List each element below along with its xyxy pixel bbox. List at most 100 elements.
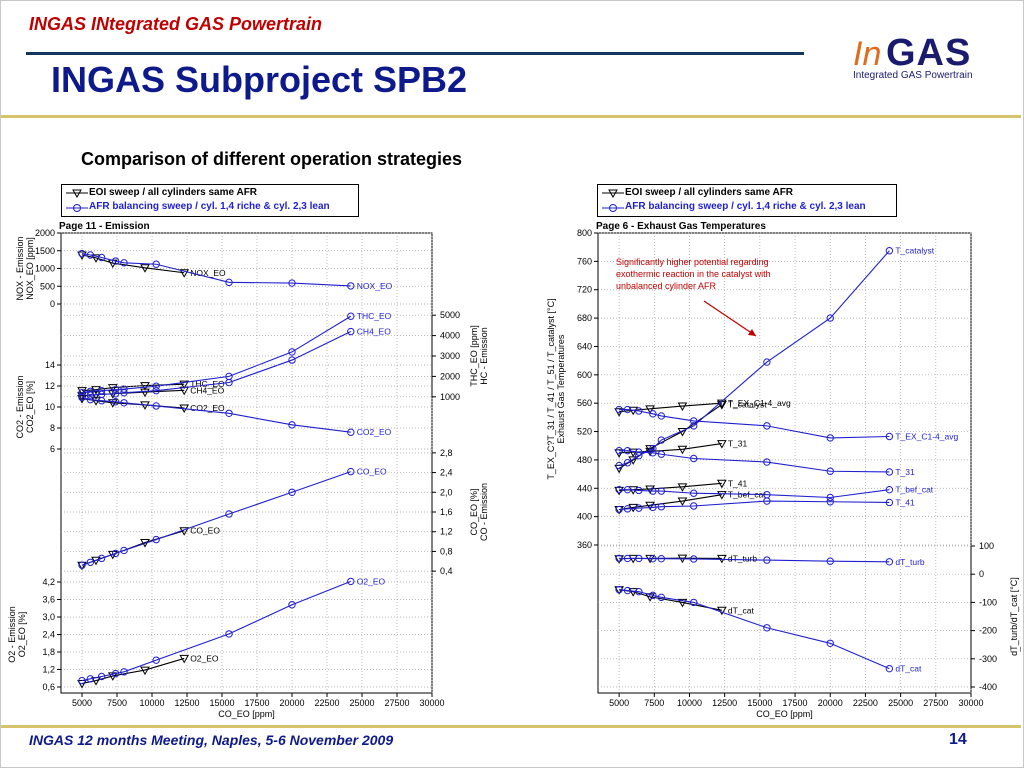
series-line: [81, 253, 351, 287]
page-title: INGAS Subproject SPB2: [51, 59, 468, 100]
y-tick-label: 1,2: [42, 665, 55, 675]
x-tick-label: 22500: [314, 698, 339, 708]
slide-subtitle: Comparison of different operation strate…: [81, 149, 463, 169]
y-tick-label: 1000: [35, 264, 55, 274]
x-tick-label: 25000: [349, 698, 374, 708]
data-point: [86, 391, 95, 399]
series-line: [81, 331, 352, 397]
legend-afr-swatch: [602, 204, 624, 212]
y-tick-label: 0: [50, 299, 55, 309]
y-axis-label: CO_EO [%]: [469, 488, 479, 535]
y-tick-label: 5000: [440, 310, 460, 320]
data-point: [140, 666, 150, 676]
y-tick-label: 3000: [440, 351, 460, 361]
series-label: NOX_EO: [190, 268, 226, 278]
data-point: [111, 385, 120, 394]
series-label: CO2_EO: [357, 427, 392, 437]
legend-afr-label: AFR balancing sweep / cyl. 1,4 riche & c…: [89, 201, 330, 212]
data-point: [347, 467, 355, 476]
series-line: [81, 254, 185, 274]
banner-underline: [26, 52, 804, 55]
data-point: [97, 253, 106, 262]
data-point: [97, 397, 106, 405]
series-line: [81, 397, 351, 433]
data-point: [120, 668, 128, 676]
y-axis-label: CO - Emission: [479, 483, 489, 541]
legend-item-eoi: EOI sweep / all cylinders same AFR: [598, 187, 896, 200]
y-tick-label: 6: [50, 444, 55, 454]
legend-eoi-label: EOI sweep / all cylinders same AFR: [625, 187, 794, 198]
data-point: [288, 356, 296, 364]
y-tick-label: 4000: [440, 331, 460, 341]
data-point: [152, 260, 160, 268]
legend-item-afr: AFR balancing sweep / cyl. 1,4 riche & c…: [62, 201, 358, 214]
data-point: [179, 527, 190, 536]
legend-eoi-label: EOI sweep / all cylinders same AFR: [89, 187, 258, 198]
series-label: THC_EO: [190, 379, 225, 389]
slide-footer: INGAS 12 months Meeting, Naples, 5-6 Nov…: [1, 725, 1021, 770]
data-point: [152, 402, 160, 410]
x-axis-label: CO_EO [ppm]: [218, 709, 275, 719]
y-tick-label: 2,4: [42, 630, 55, 640]
data-point: [120, 399, 128, 407]
series-label: CO_EO: [190, 526, 220, 536]
series-label: CO2_EO: [190, 403, 225, 413]
legend-eoi-swatch: [66, 189, 88, 199]
y-tick-label: 2,8: [440, 448, 453, 458]
footer-meeting-text: INGAS 12 months Meeting, Naples, 5-6 Nov…: [29, 732, 394, 748]
y-axis-label: O2_EO [%]: [17, 612, 27, 658]
y-tick-label: 4,2: [42, 577, 55, 587]
data-point: [86, 395, 95, 404]
y-tick-label: 12: [45, 381, 55, 391]
y-axis-label: CO2_EO [%]: [25, 381, 35, 433]
y-tick-label: 2,0: [440, 487, 453, 497]
slide-header: INGAS INtegrated GAS Powertrain INGAS Su…: [1, 1, 1021, 118]
data-point: [86, 675, 95, 683]
x-tick-label: 5000: [72, 698, 92, 708]
data-point: [225, 409, 233, 417]
series-label: O2_EO: [190, 653, 219, 663]
data-point: [152, 382, 160, 390]
data-point: [225, 510, 233, 518]
y-tick-label: 0,6: [42, 682, 55, 692]
legend-item-afr: AFR balancing sweep / cyl. 1,4 riche & c…: [598, 201, 896, 214]
data-point: [77, 251, 87, 261]
data-point: [140, 264, 150, 273]
series-label: O2_EO: [357, 576, 386, 586]
y-tick-label: 3,0: [42, 612, 55, 622]
data-point: [111, 549, 120, 558]
y-tick-label: 1,2: [440, 527, 453, 537]
y-tick-label: 8: [50, 423, 55, 433]
page-number: 14: [949, 731, 967, 748]
series-label: CO_EO: [357, 467, 387, 477]
data-point: [111, 257, 120, 265]
x-tick-label: 7500: [107, 698, 127, 708]
y-tick-label: 10: [45, 402, 55, 412]
x-tick-label: 30000: [419, 698, 444, 708]
y-tick-label: 1500: [35, 246, 55, 256]
x-tick-label: 17500: [244, 698, 269, 708]
data-point: [78, 393, 86, 402]
data-point: [288, 488, 296, 496]
series-label: THC_EO: [357, 311, 392, 321]
y-tick-label: 2,4: [440, 468, 453, 478]
data-point: [288, 421, 296, 429]
chart-title: Page 11 - Emission: [59, 221, 150, 232]
x-tick-label: 15000: [209, 698, 234, 708]
x-tick-label: 10000: [139, 698, 164, 708]
y-tick-label: 0,4: [440, 566, 453, 576]
data-point: [111, 390, 120, 398]
y-tick-label: 2000: [35, 228, 55, 238]
data-point: [97, 554, 106, 563]
data-point: [107, 384, 118, 393]
data-point: [78, 561, 86, 569]
data-point: [111, 669, 120, 678]
data-point: [111, 398, 120, 406]
legend-item-eoi: EOI sweep / all cylinders same AFR: [62, 187, 358, 200]
data-point: [288, 348, 296, 356]
banner-title: INGAS INtegrated GAS Powertrain: [29, 14, 323, 34]
y-tick-label: 3,6: [42, 595, 55, 605]
x-tick-label: 27500: [384, 698, 409, 708]
y-tick-label: 500: [40, 281, 55, 291]
